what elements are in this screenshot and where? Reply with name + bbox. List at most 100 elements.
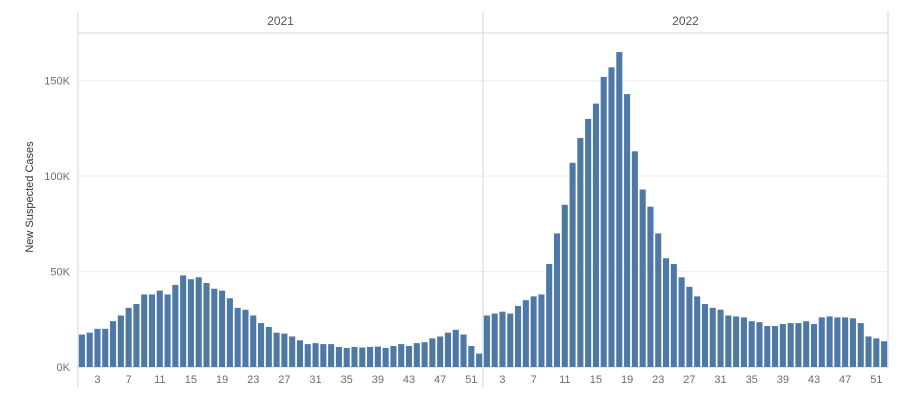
bar-2021-week-36	[351, 346, 358, 367]
x-tick-label: 11	[154, 374, 165, 386]
x-tick-label: 43	[403, 374, 415, 386]
bar-2021-week-27	[281, 333, 288, 367]
bar-2021-week-34	[335, 346, 342, 367]
bar-2022-week-7	[530, 296, 537, 367]
bar-2022-week-3	[499, 311, 506, 367]
bar-2021-week-19	[219, 290, 226, 367]
bar-2022-week-47	[842, 317, 849, 367]
bar-2022-week-45	[826, 316, 833, 367]
bar-2021-week-52	[476, 353, 483, 367]
bar-2021-week-46	[429, 338, 436, 367]
x-tick-label: 19	[621, 374, 633, 386]
bar-2021-week-39	[374, 346, 381, 367]
bar-2021-week-18	[211, 288, 218, 367]
bar-2022-week-48	[849, 318, 856, 367]
bar-2022-week-19	[624, 94, 631, 367]
bar-2021-week-14	[180, 275, 187, 367]
x-tick-label: 35	[341, 374, 353, 386]
bar-2021-week-38	[367, 346, 374, 367]
bar-2022-week-49	[857, 323, 864, 367]
bar-2021-week-1	[78, 334, 85, 367]
bar-2022-week-1	[483, 315, 490, 367]
bar-2021-week-23	[250, 315, 257, 367]
bar-2022-week-18	[616, 52, 623, 368]
x-tick-label: 51	[465, 374, 477, 386]
bar-2022-week-20	[631, 151, 638, 367]
x-tick-label: 51	[870, 374, 882, 386]
bar-2022-week-11	[561, 204, 568, 367]
bar-2022-week-34	[740, 317, 747, 367]
x-tick-label: 15	[590, 374, 602, 386]
bar-2022-week-14	[585, 118, 592, 367]
bar-2021-week-10	[148, 294, 156, 367]
bar-2022-week-13	[577, 137, 584, 367]
bar-2021-week-49	[452, 329, 459, 367]
bar-2021-week-26	[273, 332, 280, 367]
x-tick-label: 35	[746, 374, 758, 386]
bar-2022-week-44	[818, 317, 825, 367]
bar-2022-week-39	[779, 324, 786, 367]
bar-2022-week-33	[733, 316, 740, 367]
bar-2022-week-26	[678, 277, 685, 367]
bar-2022-week-17	[608, 67, 615, 367]
bar-2022-week-46	[834, 317, 841, 367]
bar-2022-week-37	[764, 325, 771, 367]
bar-2021-week-9	[141, 294, 148, 367]
bar-2021-week-30	[304, 344, 311, 367]
x-tick-label: 31	[309, 374, 321, 386]
bar-2021-week-25	[265, 326, 272, 367]
bar-2022-week-23	[655, 233, 662, 367]
bar-2022-week-40	[787, 323, 794, 367]
x-tick-label: 47	[434, 374, 446, 386]
bar-2022-week-8	[538, 294, 545, 367]
bars	[78, 52, 888, 368]
bar-2022-week-36	[756, 322, 763, 367]
bar-2021-week-7	[125, 307, 132, 367]
bar-2022-week-43	[810, 324, 818, 367]
bar-2021-week-35	[343, 347, 350, 367]
bar-2021-week-4	[102, 328, 109, 367]
y-axis-title: New Suspected Cases	[24, 141, 36, 253]
bar-2022-week-4	[507, 313, 514, 367]
x-tick-label: 39	[372, 374, 384, 386]
bar-2022-week-2	[491, 313, 498, 367]
bar-2021-week-8	[133, 304, 140, 367]
bar-2022-week-51	[873, 338, 880, 367]
bar-2021-week-11	[156, 290, 163, 367]
bar-2021-week-3	[94, 328, 101, 367]
bar-2022-week-35	[748, 321, 755, 367]
bar-2021-week-50	[460, 334, 467, 367]
panel-headers: 2021 2022	[267, 14, 699, 28]
panel-header-2022: 2022	[672, 14, 699, 28]
bar-2022-week-28	[694, 296, 701, 367]
bar-2021-week-17	[203, 283, 210, 367]
x-tick-label: 19	[216, 374, 228, 386]
bar-2022-week-24	[662, 258, 670, 367]
x-tick-label: 3	[94, 374, 100, 386]
bar-2021-week-20	[226, 298, 233, 367]
y-tick-label: 0K	[57, 362, 71, 374]
x-tick-label: 3	[499, 374, 505, 386]
y-axis: 0K 50K 100K 150K	[44, 76, 70, 374]
bar-2021-week-16	[195, 277, 202, 367]
bar-2022-week-32	[725, 315, 732, 367]
x-tick-label: 43	[808, 374, 820, 386]
bar-2022-week-29	[701, 304, 709, 367]
x-tick-label: 15	[185, 374, 197, 386]
bar-2021-week-31	[312, 343, 319, 367]
bar-2021-week-28	[289, 336, 296, 367]
bar-2022-week-6	[522, 300, 529, 367]
bar-2021-week-2	[86, 332, 93, 367]
panel-header-2021: 2021	[267, 14, 294, 28]
bar-2022-week-27	[686, 286, 693, 367]
bar-2021-week-6	[117, 315, 124, 367]
bar-2022-week-9	[546, 263, 553, 367]
x-tick-label: 39	[777, 374, 789, 386]
bar-2021-week-15	[187, 279, 194, 367]
bar-2021-week-41	[390, 346, 397, 367]
y-tick-label: 50K	[50, 267, 70, 279]
bar-2022-week-52	[881, 341, 888, 367]
x-tick-label: 27	[278, 374, 290, 386]
bar-2021-week-29	[296, 340, 304, 367]
